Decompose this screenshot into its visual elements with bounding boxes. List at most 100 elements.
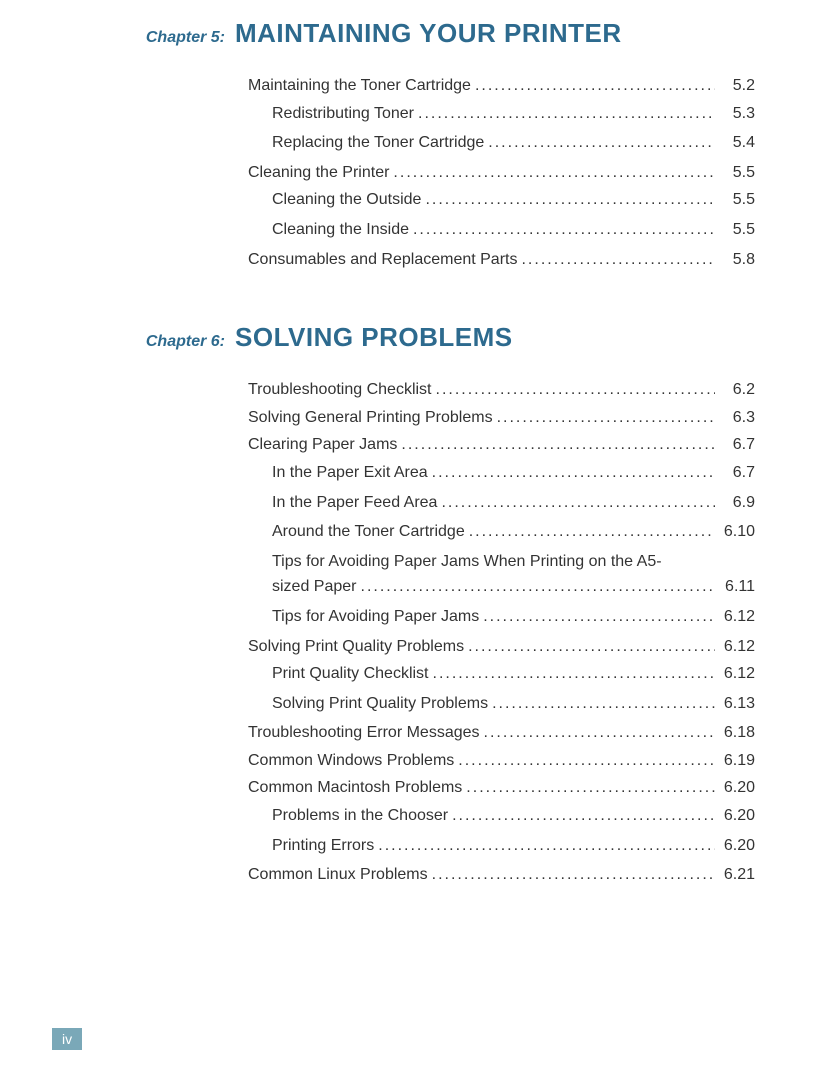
toc-text: Troubleshooting Checklist (248, 377, 432, 403)
toc-page: 5.2 (715, 73, 755, 99)
toc-entry: In the Paper Feed Area 6.9 (248, 490, 755, 516)
toc-text: Solving Print Quality Problems (248, 634, 464, 660)
toc-entry: Replacing the Toner Cartridge 5.4 (248, 130, 755, 156)
toc-text: Common Windows Problems (248, 748, 454, 774)
toc-entry: Cleaning the Outside 5.5 (248, 187, 755, 213)
toc-leader (471, 73, 715, 99)
toc-content: Chapter 5: MAINTAINING YOUR PRINTER Main… (0, 0, 830, 888)
chapter-6-header: Chapter 6: SOLVING PROBLEMS (100, 322, 755, 353)
toc-page: 6.10 (715, 519, 755, 545)
toc-leader (454, 748, 715, 774)
toc-text: In the Paper Exit Area (272, 460, 428, 486)
toc-leader (421, 187, 715, 213)
toc-page: 6.13 (715, 691, 755, 717)
toc-entry: Common Linux Problems 6.21 (248, 862, 755, 888)
chapter-6-toc: Troubleshooting Checklist 6.2 Solving Ge… (248, 377, 755, 888)
toc-entry: Common Windows Problems 6.19 (248, 748, 755, 774)
toc-leader (479, 604, 715, 630)
toc-page: 6.12 (715, 604, 755, 630)
toc-page: 6.18 (715, 720, 755, 746)
toc-leader (484, 130, 715, 156)
toc-leader (414, 101, 715, 127)
toc-page: 6.20 (715, 803, 755, 829)
toc-leader (357, 574, 716, 600)
toc-text: Solving General Printing Problems (248, 405, 493, 431)
toc-text: sized Paper (272, 574, 357, 600)
toc-entry: Around the Toner Cartridge 6.10 (248, 519, 755, 545)
toc-leader (374, 833, 715, 859)
toc-text: Around the Toner Cartridge (272, 519, 465, 545)
toc-page: 6.20 (715, 775, 755, 801)
toc-entry: Consumables and Replacement Parts 5.8 (248, 247, 755, 273)
toc-page: 5.5 (715, 187, 755, 213)
toc-text: Consumables and Replacement Parts (248, 247, 517, 273)
toc-page: 5.3 (715, 101, 755, 127)
toc-leader (480, 720, 715, 746)
toc-text: Troubleshooting Error Messages (248, 720, 480, 746)
toc-entry: In the Paper Exit Area 6.7 (248, 460, 755, 486)
toc-page: 5.5 (715, 160, 755, 186)
toc-page: 5.8 (715, 247, 755, 273)
chapter-5-block: Chapter 5: MAINTAINING YOUR PRINTER Main… (100, 18, 755, 272)
toc-leader (465, 519, 715, 545)
toc-entry: Cleaning the Inside 5.5 (248, 217, 755, 243)
toc-text: Maintaining the Toner Cartridge (248, 73, 471, 99)
toc-wrap-line2: sized Paper 6.11 (272, 574, 755, 600)
toc-page: 6.21 (715, 862, 755, 888)
page-footer: iv (52, 1028, 82, 1050)
toc-text: Common Macintosh Problems (248, 775, 462, 801)
chapter-5-title: MAINTAINING YOUR PRINTER (235, 18, 622, 49)
chapter-6-block: Chapter 6: SOLVING PROBLEMS Troubleshoot… (100, 322, 755, 888)
toc-text: Tips for Avoiding Paper Jams (272, 604, 479, 630)
chapter-5-label: Chapter 5: (100, 29, 235, 47)
chapter-5-toc: Maintaining the Toner Cartridge 5.2 Redi… (248, 73, 755, 272)
toc-entry: Tips for Avoiding Paper Jams 6.12 (248, 604, 755, 630)
chapter-6-title: SOLVING PROBLEMS (235, 322, 513, 353)
toc-page: 6.11 (715, 574, 755, 600)
toc-leader (432, 377, 716, 403)
toc-text: Cleaning the Outside (272, 187, 421, 213)
toc-page: 5.5 (715, 217, 755, 243)
toc-leader (437, 490, 715, 516)
toc-entry: Solving General Printing Problems 6.3 (248, 405, 755, 431)
toc-leader (429, 661, 716, 687)
toc-leader (409, 217, 715, 243)
toc-page: 6.2 (715, 377, 755, 403)
toc-page: 6.12 (715, 661, 755, 687)
toc-text: Cleaning the Inside (272, 217, 409, 243)
toc-text: Replacing the Toner Cartridge (272, 130, 484, 156)
toc-page: 6.20 (715, 833, 755, 859)
toc-text: Solving Print Quality Problems (272, 691, 488, 717)
toc-leader (397, 432, 715, 458)
toc-leader (493, 405, 715, 431)
chapter-6-label: Chapter 6: (100, 333, 235, 351)
toc-leader (428, 862, 715, 888)
toc-leader (464, 634, 715, 660)
toc-page: 6.9 (715, 490, 755, 516)
toc-text: Cleaning the Printer (248, 160, 389, 186)
toc-leader (488, 691, 715, 717)
toc-entry: Troubleshooting Checklist 6.2 (248, 377, 755, 403)
toc-entry: Problems in the Chooser 6.20 (248, 803, 755, 829)
toc-wrap-line1: Tips for Avoiding Paper Jams When Printi… (272, 549, 755, 575)
toc-entry: Solving Print Quality Problems 6.12 (248, 634, 755, 660)
page-number-badge: iv (52, 1028, 82, 1050)
toc-page: 6.19 (715, 748, 755, 774)
toc-page: 6.12 (715, 634, 755, 660)
toc-text: Redistributing Toner (272, 101, 414, 127)
toc-entry: Cleaning the Printer 5.5 (248, 160, 755, 186)
toc-page: 6.7 (715, 460, 755, 486)
toc-entry: Maintaining the Toner Cartridge 5.2 (248, 73, 755, 99)
toc-text: Problems in the Chooser (272, 803, 448, 829)
toc-leader (389, 160, 715, 186)
toc-page: 6.7 (715, 432, 755, 458)
toc-text: Print Quality Checklist (272, 661, 429, 687)
toc-entry: Redistributing Toner 5.3 (248, 101, 755, 127)
toc-text: Common Linux Problems (248, 862, 428, 888)
toc-entry: Printing Errors 6.20 (248, 833, 755, 859)
toc-text: Clearing Paper Jams (248, 432, 397, 458)
toc-leader (448, 803, 715, 829)
toc-leader (517, 247, 715, 273)
toc-entry: Print Quality Checklist 6.12 (248, 661, 755, 687)
toc-entry: Clearing Paper Jams 6.7 (248, 432, 755, 458)
